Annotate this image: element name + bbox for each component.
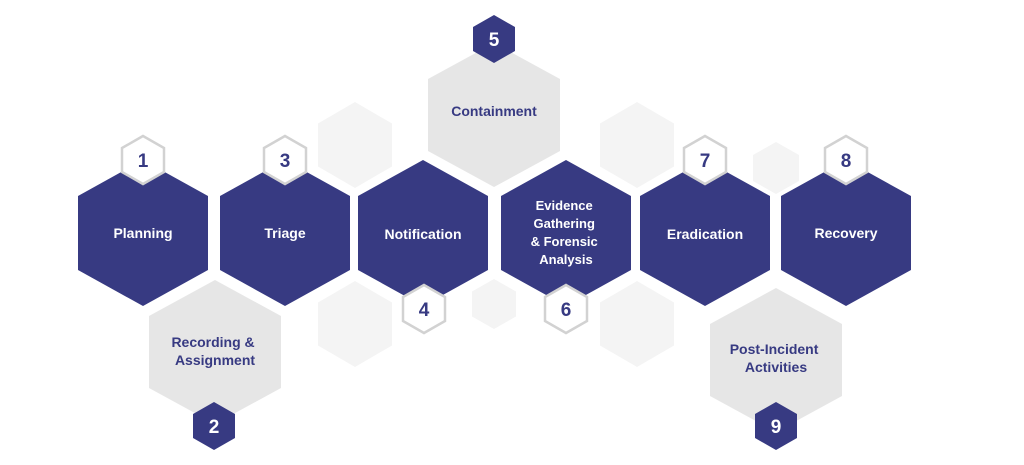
step-number: 7	[700, 151, 711, 172]
step-number: 6	[561, 300, 572, 321]
ghost-hexagon	[600, 102, 674, 188]
badge-hexagon	[755, 402, 797, 450]
badge-4: 4	[401, 283, 447, 335]
ghost-hexagon	[753, 142, 799, 194]
badge-hexagon	[543, 283, 589, 335]
badge-7: 7	[682, 134, 728, 186]
step-label-line: Recording &	[171, 334, 254, 350]
step-label-line: Assignment	[175, 352, 255, 368]
step-5: Containment	[428, 43, 560, 187]
step-label-line: Recovery	[814, 225, 877, 241]
step-2: Recording & Assignment	[149, 280, 281, 424]
step-number: 4	[419, 300, 430, 321]
step-number: 9	[771, 417, 782, 438]
step-hexagon	[640, 160, 770, 306]
step-7: Eradication	[640, 160, 770, 306]
step-label-line: Evidence	[536, 198, 593, 213]
step-label-line: Notification	[385, 226, 462, 242]
step-hexagon	[78, 160, 208, 306]
ghost-hexagons	[318, 102, 799, 367]
step-number: 2	[209, 417, 220, 438]
step-label: Notification	[385, 226, 462, 242]
ghost-hexagon	[600, 281, 674, 367]
badge-5: 5	[473, 15, 515, 63]
step-label: Recording & Assignment	[171, 334, 258, 368]
step-hexagon	[781, 160, 911, 306]
step-label-line: Triage	[264, 225, 305, 241]
ghost-hexagon	[318, 281, 392, 367]
step-9: Post-Incident Activities	[710, 288, 842, 432]
step-label-line: & Forensic	[531, 234, 598, 249]
step-label: Recovery	[814, 225, 877, 241]
badge-hexagon	[401, 283, 447, 335]
badge-hexagon	[262, 134, 308, 186]
ghost-hexagon	[472, 279, 516, 329]
badge-3: 3	[262, 134, 308, 186]
step-hexagon	[501, 160, 631, 306]
badge-hexagon	[682, 134, 728, 186]
step-hexagon	[710, 288, 842, 432]
step-label-line: Gathering	[533, 216, 594, 231]
step-hexagon	[149, 280, 281, 424]
badge-1: 1	[120, 134, 166, 186]
step-label-line: Activities	[745, 359, 807, 375]
step-label: Post-Incident Activities	[730, 341, 823, 375]
badge-2: 2	[193, 402, 235, 450]
step-6: Evidence Gathering & Forensic Analysis	[501, 160, 631, 306]
step-hexagon	[428, 43, 560, 187]
badge-hexagon	[823, 134, 869, 186]
step-label-line: Eradication	[667, 226, 743, 242]
step-label: Evidence Gathering & Forensic Analysis	[531, 198, 602, 267]
step-4: Notification	[358, 160, 488, 306]
step-1: Planning	[78, 160, 208, 306]
step-number: 5	[489, 30, 500, 51]
ghost-hexagon	[318, 102, 392, 188]
badge-hexagon	[120, 134, 166, 186]
step-hexagon	[358, 160, 488, 306]
step-number: 8	[841, 151, 852, 172]
badge-8: 8	[823, 134, 869, 186]
step-number: 1	[138, 151, 149, 172]
badge-9: 9	[755, 402, 797, 450]
step-label-line: Post-Incident	[730, 341, 819, 357]
badge-6: 6	[543, 283, 589, 335]
step-label: Eradication	[667, 226, 743, 242]
step-label: Containment	[451, 103, 537, 119]
step-label-line: Analysis	[539, 252, 592, 267]
step-label-line: Planning	[113, 225, 172, 241]
step-8: Recovery	[781, 160, 911, 306]
step-hexagon	[220, 160, 350, 306]
badge-hexagon	[193, 402, 235, 450]
step-number: 3	[280, 151, 291, 172]
step-label: Planning	[113, 225, 172, 241]
step-label-line: Containment	[451, 103, 537, 119]
step-label: Triage	[264, 225, 305, 241]
step-3: Triage	[220, 160, 350, 306]
badge-hexagon	[473, 15, 515, 63]
